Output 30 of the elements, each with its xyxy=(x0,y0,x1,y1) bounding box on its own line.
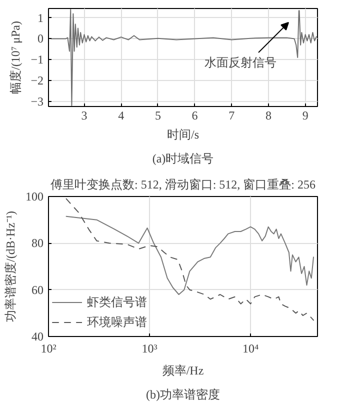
y-tick-label: −2 xyxy=(30,73,44,88)
x-tick-label: 3 xyxy=(81,108,88,122)
text: (a)时域信号 xyxy=(152,152,214,166)
text: (b)功率谱密度 xyxy=(146,388,220,402)
x-tick-label: 5 xyxy=(154,108,161,122)
x-tick-label: 8 xyxy=(265,108,272,122)
x-tick-label: 10⁴ xyxy=(242,342,259,356)
y-axis-title: 幅度/(10⁷ μPa) xyxy=(8,21,23,94)
y-tick-label: 0 xyxy=(38,32,44,46)
line-series xyxy=(50,9,317,106)
x-tick-label: 7 xyxy=(228,108,235,122)
y-tick-label: 80 xyxy=(32,236,44,250)
annotation: 水面反射信号 xyxy=(204,56,276,70)
y-axis-title: 功率谱密度/(dB·Hz⁻¹) xyxy=(4,211,18,322)
x-tick-label: 10² xyxy=(40,342,57,356)
x-tick-label: 6 xyxy=(192,108,198,122)
x-axis-title: 时间/s xyxy=(167,128,200,142)
y-tick-label: −3 xyxy=(30,94,44,108)
legend-label: 虾类信号谱 xyxy=(87,294,147,310)
y-tick-label: 40 xyxy=(32,330,44,344)
x-tick-label: 10³ xyxy=(142,342,158,356)
x-axis-title: 频率/Hz xyxy=(162,364,204,378)
x-tick-label: 9 xyxy=(302,108,308,122)
y-tick-label: 60 xyxy=(32,282,44,297)
y-tick-label: 1 xyxy=(38,10,44,25)
y-tick-label: −1 xyxy=(30,52,44,67)
x-tick-label: 4 xyxy=(118,108,124,122)
chart-title: 傅里叶变换点数: 512, 滑动窗口: 512, 窗口重叠: 256 xyxy=(50,178,316,192)
y-tick-label: 100 xyxy=(26,190,44,204)
legend-label: 环境噪声谱 xyxy=(87,314,147,330)
